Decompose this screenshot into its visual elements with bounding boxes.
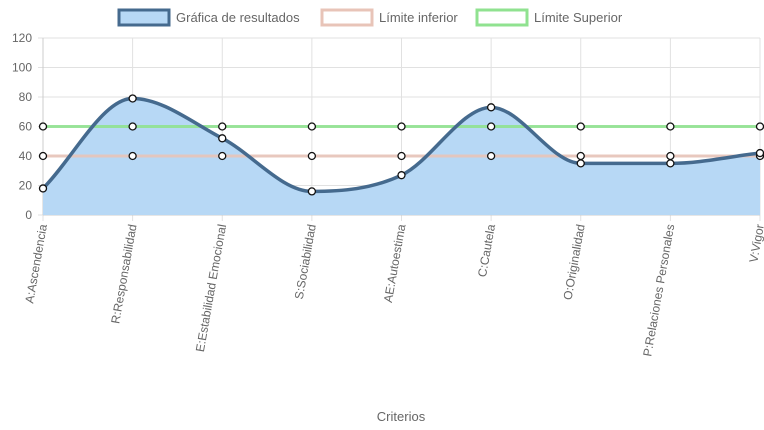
legend-label[interactable]: Límite inferior — [379, 10, 458, 25]
data-point[interactable] — [218, 151, 227, 161]
x-tick-label: V:Vigor — [746, 223, 764, 264]
x-tick-label: R:Responsabilidad — [108, 223, 139, 325]
data-point[interactable] — [307, 187, 317, 196]
data-point[interactable] — [128, 122, 137, 131]
y-tick-label: 60 — [19, 120, 33, 134]
x-tick-label: A:Ascendencia — [22, 223, 50, 305]
data-points — [38, 94, 764, 196]
data-point[interactable] — [755, 122, 764, 131]
data-point[interactable] — [576, 122, 585, 131]
y-axis-ticks: 0 20 40 60 80 100 120 — [12, 31, 32, 222]
legend: Gráfica de resultados Límite inferior Lími… — [117, 8, 623, 27]
x-tick-label: O:Originalidad — [561, 223, 588, 301]
data-point[interactable] — [38, 122, 48, 131]
data-point[interactable] — [397, 171, 406, 180]
x-tick-label: AE:Autoestima — [381, 223, 409, 304]
x-axis-ticks: A:Ascendencia R:Responsabilidad E:Estabili… — [22, 223, 764, 358]
data-point[interactable] — [128, 151, 137, 161]
y-tick-label: 40 — [19, 149, 33, 163]
data-point[interactable] — [576, 159, 585, 168]
x-tick-label: S:Sociabilidad — [292, 223, 319, 300]
data-point[interactable] — [218, 122, 227, 131]
data-point[interactable] — [38, 184, 48, 193]
series-area-fill — [43, 98, 760, 215]
legend-swatch[interactable] — [117, 8, 171, 27]
data-point[interactable] — [397, 122, 406, 131]
legend-label[interactable]: Límite Superior — [534, 10, 623, 25]
data-point[interactable] — [128, 94, 137, 103]
series-area — [43, 98, 760, 215]
y-tick-label: 100 — [12, 61, 32, 75]
y-tick-label: 80 — [19, 90, 33, 104]
x-axis-title: Criterios — [377, 409, 426, 424]
y-tick-label: 120 — [12, 31, 32, 45]
data-point[interactable] — [38, 151, 48, 161]
legend-label[interactable]: Gráfica de resultados — [176, 10, 300, 25]
data-point[interactable] — [307, 151, 317, 161]
data-point[interactable] — [666, 159, 675, 168]
data-point[interactable] — [307, 122, 317, 131]
y-tick-label: 20 — [19, 179, 33, 193]
x-tick-label: E:Estabilidad Emocional — [193, 223, 229, 353]
data-point[interactable] — [218, 134, 227, 143]
legend-swatch[interactable] — [475, 8, 529, 27]
data-point[interactable] — [755, 148, 764, 158]
data-point[interactable] — [486, 103, 496, 112]
legend-swatch[interactable] — [320, 8, 374, 27]
data-point[interactable] — [397, 151, 406, 161]
x-tick-label: C:Cautela — [475, 223, 498, 278]
data-point[interactable] — [666, 151, 675, 161]
x-tick-label: P:Relaciones Personales — [640, 223, 677, 357]
data-point[interactable] — [486, 151, 496, 161]
data-point[interactable] — [576, 151, 585, 161]
y-tick-label: 0 — [25, 208, 32, 222]
data-point[interactable] — [486, 122, 496, 131]
data-point[interactable] — [666, 122, 675, 131]
